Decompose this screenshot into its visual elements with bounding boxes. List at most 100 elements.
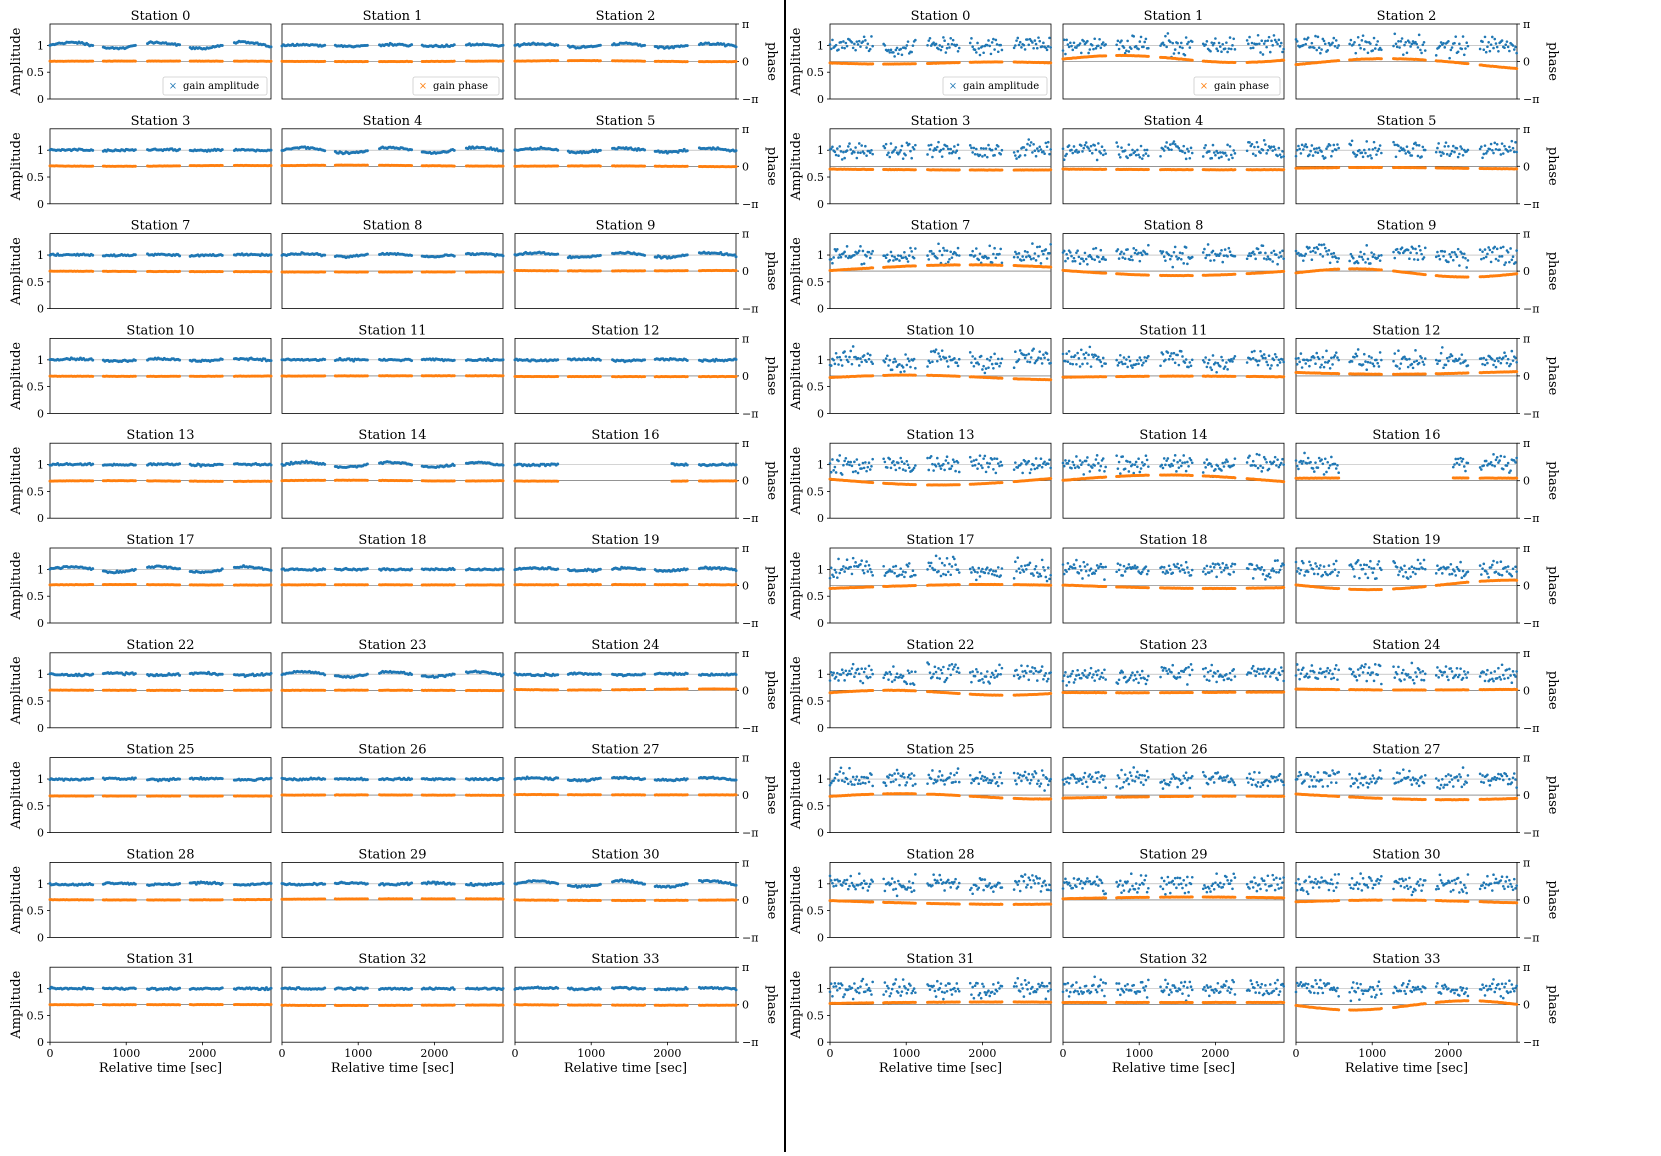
amplitude-point	[453, 255, 456, 258]
phase-point	[556, 583, 559, 586]
amplitude-point	[599, 254, 602, 257]
subplot-station-7	[47, 234, 273, 309]
amplitude-point	[735, 358, 738, 361]
amplitude-point	[91, 149, 94, 152]
phase-point	[91, 165, 94, 168]
y-tick-label: 0.5	[27, 66, 45, 79]
y-tick-label: 0.5	[27, 485, 45, 498]
phase-point	[323, 164, 326, 167]
amplitude-point	[643, 358, 646, 361]
phase-point	[686, 375, 689, 378]
amplitude-point	[410, 43, 413, 46]
phase-point	[686, 269, 689, 272]
amplitude-point	[735, 255, 738, 258]
phase-point	[556, 269, 559, 272]
phase-point	[134, 689, 137, 692]
phase-point	[323, 270, 326, 273]
amplitude-point	[178, 254, 181, 257]
amplitude-point	[410, 568, 413, 571]
phase-point	[502, 374, 505, 377]
phase-point	[502, 271, 505, 274]
phase-point	[453, 689, 456, 692]
phase-point	[221, 375, 224, 378]
amplitude-point	[178, 674, 181, 677]
phase-point	[735, 269, 738, 272]
phase-point	[323, 374, 326, 377]
y-tick-label: 0	[37, 512, 44, 525]
phase-point	[410, 270, 413, 273]
subplot-station-18	[281, 548, 505, 623]
y2-tick-label: 0	[742, 56, 749, 69]
amplitude-point	[502, 464, 505, 467]
subplot-title: Station 19	[591, 533, 659, 548]
amplitude-point	[270, 149, 273, 152]
amplitude-point	[502, 149, 505, 152]
phase-point	[410, 60, 413, 63]
amplitude-point	[686, 359, 689, 362]
phase-point	[556, 480, 559, 483]
amplitude-point	[643, 149, 646, 152]
subplot-title: Station 16	[591, 428, 659, 443]
subplot-title: Station 9	[596, 219, 656, 234]
phase-point	[323, 479, 326, 482]
amplitude-point	[643, 44, 646, 47]
amplitude-point	[599, 44, 602, 47]
phase-point	[735, 165, 738, 168]
amplitude-point	[270, 45, 273, 48]
phase-point	[323, 60, 326, 63]
y-tick-label: 1	[37, 354, 44, 367]
y2-tick-label: 0	[742, 160, 749, 173]
amplitude-point	[556, 149, 559, 152]
y-tick-label: 0	[37, 617, 44, 630]
y2-tick-label: 0	[742, 475, 749, 488]
amplitude-point	[270, 672, 273, 675]
subplot-station-9	[514, 234, 740, 309]
y2-tick-label: π	[742, 123, 749, 136]
amplitude-point	[270, 359, 273, 362]
y-tick-label: 0	[37, 93, 44, 106]
phase-point	[502, 689, 505, 692]
y2-tick-label: −π	[742, 407, 758, 420]
phase-point	[221, 60, 224, 63]
phase-point	[410, 583, 413, 586]
phase-point	[556, 375, 559, 378]
subplot-title: Station 2	[596, 9, 656, 24]
subplot-title: Station 3	[131, 114, 191, 129]
amplitude-point	[366, 567, 369, 570]
amplitude-point	[134, 463, 137, 466]
amplitude-point	[134, 359, 137, 362]
subplot-station-24	[514, 653, 740, 728]
y-tick-label: 0	[37, 722, 44, 735]
phase-point	[270, 375, 273, 378]
amplitude-point	[556, 567, 559, 570]
amplitude-point	[410, 463, 413, 466]
subplot-station-16	[514, 443, 740, 518]
subplot-title: Station 12	[591, 323, 659, 338]
subplot-station-2	[514, 24, 740, 99]
y-tick-label: 1	[37, 144, 44, 157]
y2-tick-label: π	[742, 437, 749, 450]
amplitude-point	[556, 44, 559, 47]
amplitude-point	[221, 44, 224, 47]
amplitude-point	[556, 253, 559, 256]
phase-point	[556, 688, 559, 691]
subplot-station-23	[281, 653, 505, 728]
phase-point	[643, 165, 646, 168]
phase-point	[270, 689, 273, 692]
phase-point	[221, 480, 224, 483]
y-tick-label: 0.5	[27, 381, 45, 394]
subplot-title: Station 22	[126, 638, 194, 653]
phase-point	[643, 60, 646, 63]
subplot-title: Station 17	[126, 533, 194, 548]
amplitude-point	[366, 359, 369, 362]
phase-point	[453, 60, 456, 63]
y-axis-label: Amplitude	[9, 656, 24, 725]
phase-point	[643, 269, 646, 272]
phase-point	[323, 583, 326, 586]
amplitude-point	[270, 569, 273, 572]
phase-point	[178, 164, 181, 167]
y-axis-label: Amplitude	[9, 446, 24, 515]
amplitude-point	[410, 359, 413, 362]
amplitude-point	[221, 148, 224, 151]
